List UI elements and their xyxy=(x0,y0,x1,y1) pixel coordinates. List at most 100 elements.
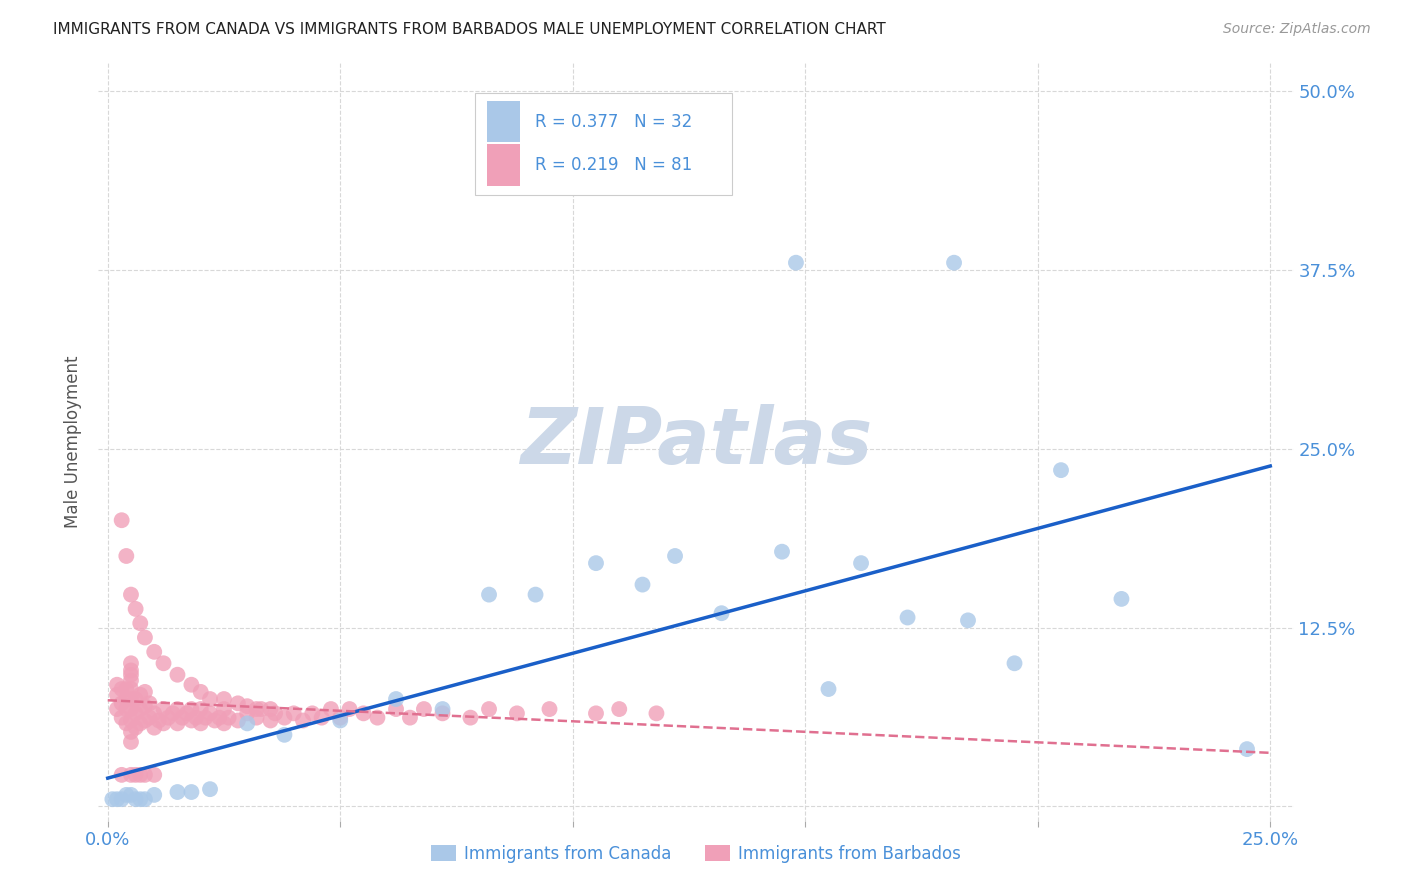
Point xyxy=(134,631,156,645)
Point xyxy=(198,782,221,797)
Point xyxy=(111,696,134,710)
Point xyxy=(134,768,156,782)
Point xyxy=(339,702,361,716)
Point xyxy=(138,711,160,725)
Point xyxy=(283,706,305,721)
Point xyxy=(120,692,142,706)
Point xyxy=(1111,591,1133,606)
Point xyxy=(143,788,166,802)
Point xyxy=(111,681,134,696)
Point xyxy=(152,702,174,716)
Point xyxy=(124,692,146,706)
Point xyxy=(212,716,235,731)
Point xyxy=(585,706,607,721)
Point xyxy=(115,692,138,706)
Point xyxy=(124,792,146,806)
Point xyxy=(259,714,281,728)
Point xyxy=(245,702,267,716)
Point xyxy=(664,549,686,563)
Point xyxy=(111,513,134,527)
Point xyxy=(120,588,142,602)
Point xyxy=(817,681,839,696)
Point xyxy=(190,685,212,699)
Point xyxy=(120,664,142,678)
Point xyxy=(176,706,198,721)
Point xyxy=(138,696,160,710)
Point xyxy=(226,696,249,710)
Point xyxy=(710,606,733,620)
Point xyxy=(129,716,152,731)
Point xyxy=(184,711,207,725)
Text: R = 0.377   N = 32: R = 0.377 N = 32 xyxy=(534,112,692,130)
Point xyxy=(105,792,128,806)
Point xyxy=(172,711,194,725)
Point xyxy=(157,711,180,725)
Point xyxy=(124,768,146,782)
Point xyxy=(956,613,979,627)
Point xyxy=(124,602,146,616)
Point xyxy=(770,544,793,558)
Point xyxy=(120,667,142,681)
Point xyxy=(208,711,231,725)
Text: IMMIGRANTS FROM CANADA VS IMMIGRANTS FROM BARBADOS MALE UNEMPLOYMENT CORRELATION: IMMIGRANTS FROM CANADA VS IMMIGRANTS FRO… xyxy=(53,22,886,37)
Point xyxy=(413,702,436,716)
Point xyxy=(385,702,408,716)
Point xyxy=(120,725,142,739)
Point xyxy=(129,792,152,806)
Point xyxy=(105,688,128,702)
Point xyxy=(1236,742,1258,756)
Point xyxy=(120,673,142,688)
Y-axis label: Male Unemployment: Male Unemployment xyxy=(65,355,83,528)
Point xyxy=(152,716,174,731)
Point xyxy=(399,711,422,725)
Point xyxy=(218,711,240,725)
Point xyxy=(105,678,128,692)
Point xyxy=(849,556,872,570)
Point xyxy=(329,714,352,728)
Point xyxy=(120,657,142,671)
Point xyxy=(460,711,482,725)
Point xyxy=(134,699,156,714)
Point xyxy=(166,667,188,681)
Point xyxy=(432,702,454,716)
Point xyxy=(236,716,259,731)
Point xyxy=(478,702,501,716)
Point xyxy=(120,714,142,728)
Point xyxy=(212,702,235,716)
Point xyxy=(180,678,202,692)
Point xyxy=(190,702,212,716)
Point xyxy=(273,728,295,742)
Point xyxy=(194,711,217,725)
Point xyxy=(478,588,501,602)
Point xyxy=(115,716,138,731)
Point xyxy=(111,768,134,782)
Point xyxy=(273,711,295,725)
Point xyxy=(264,706,287,721)
Point xyxy=(180,714,202,728)
Point xyxy=(226,714,249,728)
Point xyxy=(152,657,174,671)
FancyBboxPatch shape xyxy=(475,93,733,195)
Point xyxy=(250,702,273,716)
Point xyxy=(166,785,188,799)
Point xyxy=(506,706,529,721)
Point xyxy=(385,692,408,706)
Point xyxy=(143,645,166,659)
Point xyxy=(245,711,267,725)
Point xyxy=(1004,657,1026,671)
Point xyxy=(198,692,221,706)
Point xyxy=(143,768,166,782)
Point xyxy=(129,616,152,631)
Point xyxy=(115,788,138,802)
Point xyxy=(896,610,918,624)
Point xyxy=(204,714,226,728)
Point xyxy=(101,792,124,806)
Point xyxy=(943,256,966,270)
Point xyxy=(115,681,138,696)
Point xyxy=(366,711,388,725)
Point xyxy=(311,711,333,725)
Point xyxy=(329,711,352,725)
Point xyxy=(111,792,134,806)
FancyBboxPatch shape xyxy=(486,101,520,143)
Text: ZIPatlas: ZIPatlas xyxy=(520,403,872,480)
